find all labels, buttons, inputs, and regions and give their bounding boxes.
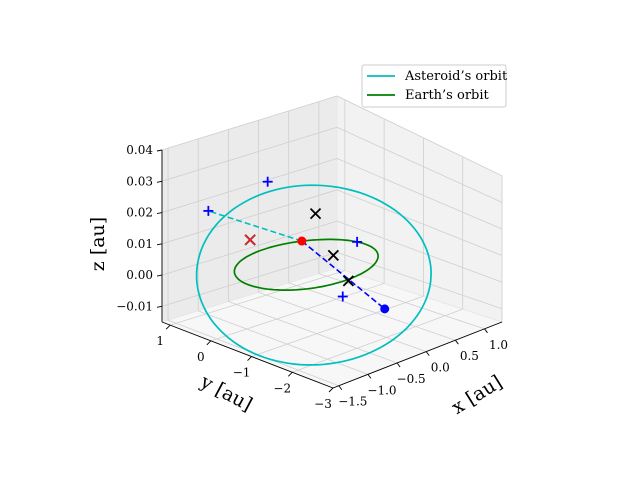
x-tick-mark [367, 374, 372, 379]
axes-panes [160, 95, 504, 389]
z-tick-mark [156, 243, 163, 246]
position-dot [380, 304, 390, 314]
y-tick-label: 0 [197, 350, 205, 364]
data-layer [195, 176, 432, 366]
x-marker [244, 234, 256, 246]
grid-line [161, 251, 338, 307]
legend-label: Asteroid’s orbit [404, 69, 508, 84]
z-tick-label: 0.04 [126, 143, 153, 157]
dashed-line [208, 210, 303, 242]
position-dot [297, 236, 307, 246]
grid-line [161, 158, 338, 213]
legend-item: Earth’s orbit [367, 88, 490, 103]
grid-line [161, 126, 338, 182]
grid-line [292, 308, 463, 373]
grid-line [161, 220, 338, 276]
y-tick-label: −1 [233, 366, 251, 380]
y-axis-line [161, 321, 334, 389]
grid-line [288, 282, 456, 341]
legend: Asteroid’s orbit Earth’s orbit [361, 64, 508, 108]
grid-line [336, 220, 503, 283]
y-tick-label: −2 [273, 381, 291, 395]
x-tick-mark [484, 328, 488, 334]
x-tick-mark [425, 351, 430, 356]
grid-line [198, 310, 369, 375]
x-tick-mark [338, 385, 343, 390]
x-marker [342, 275, 355, 287]
x-axis-label: x [au] [448, 371, 506, 419]
y-tick-mark [165, 324, 171, 330]
x-tick-label: −1.5 [338, 395, 367, 409]
plus-marker [203, 205, 214, 216]
axis-lines [156, 149, 503, 393]
grid-line [170, 270, 345, 326]
legend-label: Earth’s orbit [405, 88, 490, 103]
z-tick-label: 0.01 [126, 237, 153, 251]
x-axis-line [332, 321, 503, 389]
x-tick-label: 0.0 [431, 361, 450, 375]
x-tick-mark [396, 362, 401, 368]
grid-line [251, 295, 424, 357]
plus-marker [337, 291, 348, 302]
z-tick-mark [156, 305, 163, 308]
grid-line [336, 189, 503, 256]
z-axis-label: z [au] [87, 217, 109, 271]
y-tick-mark [206, 340, 212, 346]
grid-line [210, 283, 385, 342]
x-tick-label: 1.0 [489, 338, 508, 352]
z-tick-label: 0.00 [126, 268, 153, 282]
legend-item: Asteroid’s orbit [367, 69, 508, 84]
y-tick-label: −3 [314, 397, 332, 411]
z-tick-mark [156, 180, 163, 183]
x-marker [327, 249, 339, 261]
grid-line [161, 189, 338, 245]
y-tick-label: 1 [156, 334, 164, 348]
z-tick-label: −0.01 [116, 299, 153, 313]
x-tick-label: −0.5 [397, 372, 426, 386]
plus-marker [352, 236, 363, 247]
x-marker [309, 207, 322, 220]
z-tick-mark [156, 274, 163, 277]
z-tick-label: 0.02 [126, 206, 153, 220]
grid-line [336, 158, 503, 230]
grid-line [336, 95, 503, 177]
grid-line [336, 126, 503, 203]
grid-line [161, 95, 338, 151]
y-tick-mark [328, 387, 334, 393]
orbit-line-asteroid [195, 184, 432, 366]
z-tick-mark [156, 149, 163, 152]
z-tick-label: 0.03 [126, 174, 153, 188]
x-tick-label: 0.5 [460, 349, 479, 363]
x-tick-label: −1.0 [367, 383, 396, 397]
legend-box [361, 64, 507, 108]
grid-line [258, 291, 427, 352]
plus-marker [262, 176, 273, 187]
y-tick-mark [247, 356, 252, 361]
grid-line [336, 251, 503, 310]
y-tick-mark [287, 371, 293, 377]
x-tick-mark [455, 339, 459, 345]
z-tick-mark [156, 212, 163, 214]
